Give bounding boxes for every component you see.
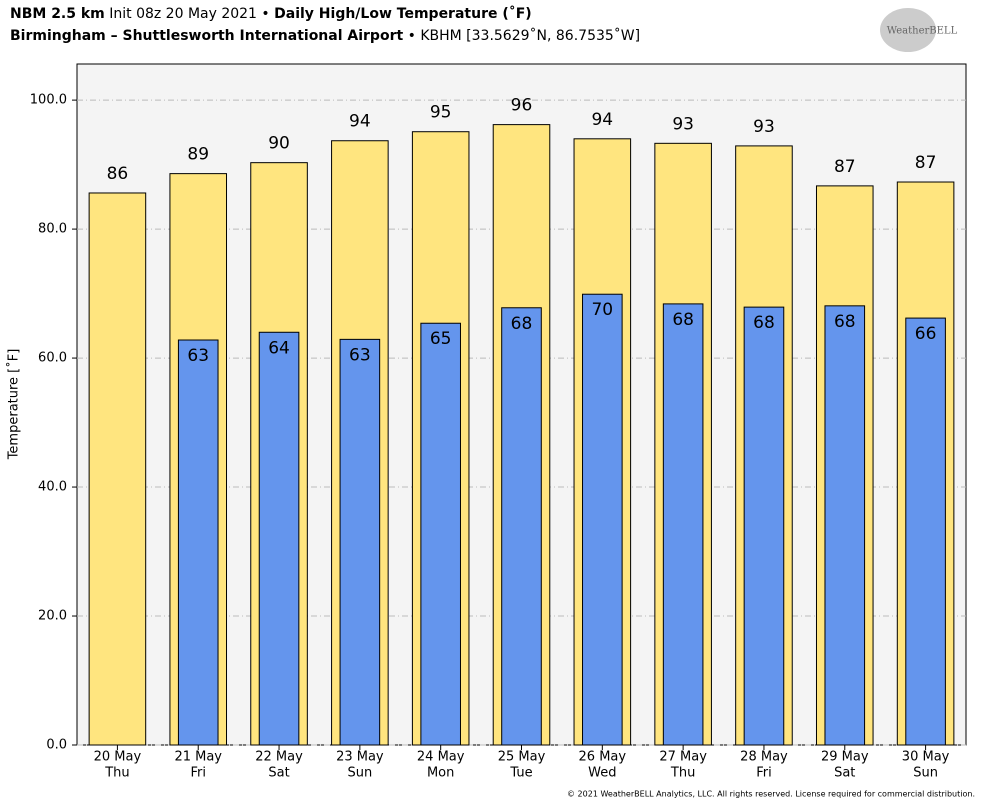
x-tick-label: 29 May — [821, 750, 869, 765]
data-label: 96 — [511, 96, 533, 116]
x-tick-label: Sat — [268, 766, 289, 781]
data-label: 87 — [915, 153, 937, 173]
low-bar — [824, 305, 866, 746]
y-tick-label: 60.0 — [38, 351, 67, 366]
data-label: 68 — [834, 312, 856, 332]
y-axis-label: Temperature [˚F] — [6, 349, 22, 461]
x-tick-label: 28 May — [740, 750, 788, 765]
low-bar — [501, 307, 542, 746]
y-tick-label: 100.0 — [30, 93, 67, 108]
data-label: 86 — [107, 164, 129, 184]
data-label: 90 — [268, 134, 290, 154]
title-product: Daily High/Low Temperature (˚F) — [274, 5, 532, 22]
y-tick-label: 0.0 — [46, 738, 67, 753]
x-tick-label: 23 May — [336, 750, 384, 765]
footer: © 2021 WeatherBELL Analytics, LLC. All r… — [567, 790, 975, 799]
data-label: 95 — [430, 103, 452, 123]
data-label: 66 — [915, 324, 937, 344]
low-bar — [258, 331, 300, 746]
data-label: 70 — [591, 300, 613, 320]
low-bar — [743, 306, 785, 746]
y-tick-label: 40.0 — [38, 480, 67, 495]
x-tick-label: 27 May — [659, 750, 707, 765]
data-label: 64 — [268, 338, 290, 358]
chart-subtitle: Birmingham – Shuttlesworth International… — [10, 27, 640, 44]
subtitle-station: Birmingham – Shuttlesworth International… — [10, 28, 403, 44]
data-label: 63 — [187, 346, 209, 366]
low-bar — [339, 338, 381, 746]
data-label: 94 — [349, 112, 371, 132]
x-tick-label: 25 May — [498, 750, 546, 765]
data-label: 65 — [430, 329, 452, 349]
title-init: Init 08z 20 May 2021 • — [109, 6, 269, 22]
data-label: 89 — [187, 145, 209, 165]
x-tick-label: 21 May — [174, 750, 222, 765]
low-bar — [420, 322, 461, 746]
x-tick-label: 24 May — [417, 750, 465, 765]
x-tick-label: Fri — [190, 766, 206, 781]
data-label: 93 — [753, 117, 775, 137]
x-tick-label: 26 May — [579, 750, 627, 765]
x-tick-label: Thu — [104, 766, 129, 781]
x-tick-label: Sat — [834, 766, 855, 781]
data-label: 93 — [672, 114, 694, 134]
x-tick-label: Sun — [913, 766, 938, 781]
x-tick-label: Fri — [756, 766, 772, 781]
x-tick-label: Tue — [509, 766, 532, 781]
y-tick-label: 20.0 — [38, 609, 67, 624]
high-bar — [88, 192, 147, 746]
data-label: 68 — [672, 310, 694, 330]
x-tick-label: 20 May — [94, 750, 142, 765]
logo: WeatherBELL — [887, 26, 958, 37]
chart-title: NBM 2.5 km Init 08z 20 May 2021 • Daily … — [10, 5, 532, 22]
x-tick-label: 22 May — [255, 750, 303, 765]
low-bar — [905, 317, 946, 746]
data-label: 68 — [753, 313, 775, 333]
data-label: 63 — [349, 345, 371, 365]
data-label: 94 — [591, 110, 613, 130]
x-tick-label: Sun — [347, 766, 372, 781]
x-tick-label: 30 May — [902, 750, 950, 765]
logo-mark — [880, 8, 936, 52]
data-label: 68 — [511, 314, 533, 334]
y-tick-label: 80.0 — [38, 222, 67, 237]
low-bar — [582, 293, 623, 746]
x-tick-label: Mon — [427, 766, 454, 781]
x-tick-label: Thu — [670, 766, 695, 781]
title-model: NBM 2.5 km — [10, 6, 105, 22]
subtitle-info: • KBHM [33.5629˚N, 86.7535˚W] — [408, 27, 640, 44]
x-tick-label: Wed — [588, 766, 616, 781]
low-bar — [177, 339, 219, 746]
low-bar — [662, 303, 704, 746]
data-label: 87 — [834, 157, 856, 177]
